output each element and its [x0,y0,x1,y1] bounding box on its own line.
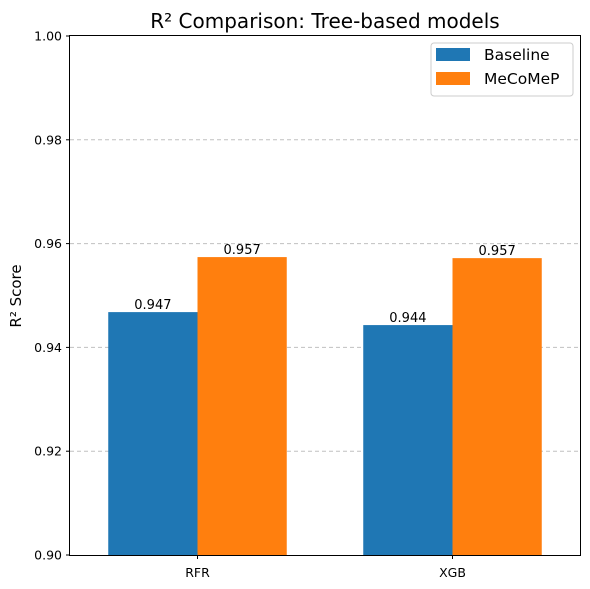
y-tick-label: 0.96 [34,236,62,251]
y-axis-ticks: 0.90 0.92 0.94 0.96 0.98 1.00 [34,29,70,563]
legend-swatch-mecomep [436,72,470,85]
y-tick-label: 0.94 [34,340,62,355]
bar-value-label: 0.957 [224,243,261,258]
x-tick-label: XGB [439,565,466,580]
x-tick-label: RFR [185,565,210,580]
x-axis-ticks: RFR XGB [185,555,466,580]
legend-label-baseline: Baseline [484,46,550,64]
bar-value-label: 0.957 [479,244,516,259]
legend-label-mecomep: MeCoMeP [484,70,559,88]
y-tick-label: 0.98 [34,132,62,147]
legend: Baseline MeCoMeP [430,42,574,97]
chart-title: R² Comparison: Tree-based models [150,9,499,33]
bar-value-label: 0.944 [389,311,426,326]
bar-baseline-rfr [108,312,198,555]
y-tick-label: 0.92 [34,444,62,459]
bars [108,257,542,555]
data-labels: 0.947 0.957 0.944 0.957 [134,243,515,326]
bar-mecomep-rfr [197,257,287,555]
bar-value-label: 0.947 [134,298,171,313]
legend-swatch-baseline [436,48,470,61]
plot-frame [69,35,581,556]
bar-mecomep-xgb [452,258,542,555]
y-tick-label: 0.90 [34,548,62,563]
y-tick-label: 1.00 [34,29,62,44]
bar-baseline-xgb [363,325,453,555]
y-axis-label: R² Score [7,264,25,327]
